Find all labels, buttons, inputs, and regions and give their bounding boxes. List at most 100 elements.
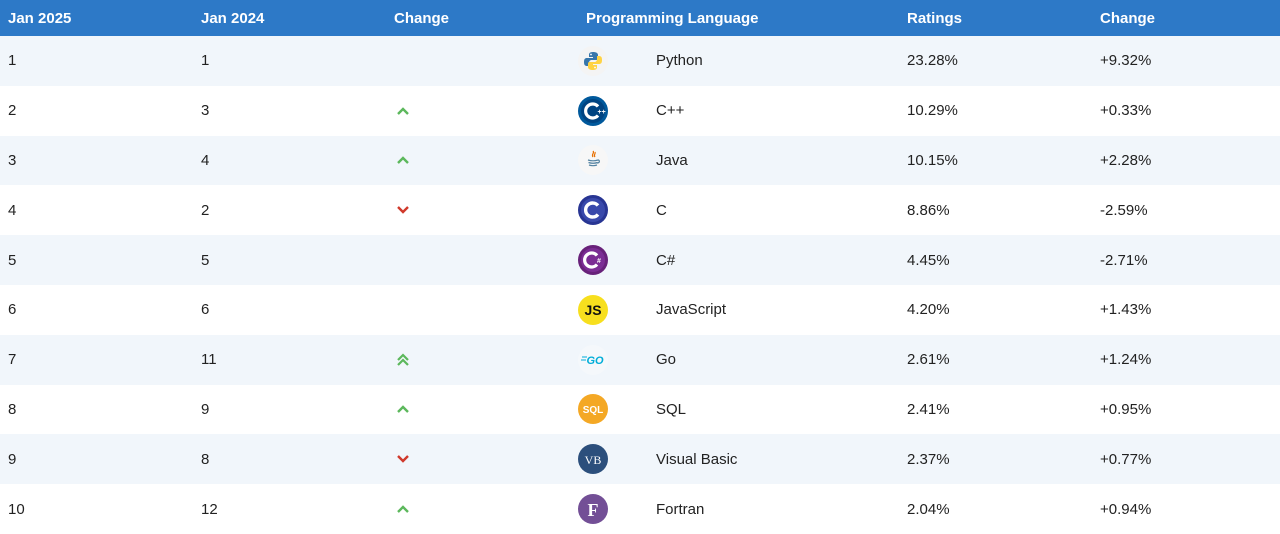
col-header-change[interactable]: Change <box>386 0 578 36</box>
rank-current: 1 <box>8 52 17 70</box>
csharp-logo-icon: # <box>578 245 608 276</box>
svg-text:SQL: SQL <box>583 405 604 416</box>
rank-current: 7 <box>8 351 17 369</box>
c-logo-icon <box>578 195 608 226</box>
language-name[interactable]: Java <box>656 151 688 169</box>
rank-previous: 8 <box>201 450 210 468</box>
rating-change: -2.71% <box>1100 251 1148 269</box>
rating-change: +0.33% <box>1100 102 1152 120</box>
arrow-up-icon <box>394 106 578 116</box>
col-header-previous-rank[interactable]: Jan 2024 <box>193 0 386 36</box>
trend-cell <box>386 86 578 136</box>
language-cell: ++ C++ <box>578 86 899 136</box>
arrow-down-icon <box>394 454 578 464</box>
trend-cell <box>386 36 578 86</box>
svg-text:#: # <box>597 258 601 265</box>
rating-value: 2.37% <box>907 450 950 468</box>
table-row: 6 6 JS JavaScript 4.20% +1.43% <box>0 284 1280 335</box>
rank-current: 6 <box>8 301 17 319</box>
table-row: 3 4 Java 10.15% +2.28% <box>0 135 1280 186</box>
trend-cell <box>386 434 578 484</box>
language-name[interactable]: Python <box>656 52 703 70</box>
rating-change: +9.32% <box>1100 52 1152 70</box>
svg-text:VB: VB <box>585 453 602 467</box>
language-cell: Python <box>578 36 899 86</box>
rank-previous: 9 <box>201 400 210 418</box>
col-header-language[interactable]: Programming Language <box>578 0 899 36</box>
language-name[interactable]: Visual Basic <box>656 450 738 468</box>
language-cell: F Fortran <box>578 484 899 534</box>
rating-value: 2.04% <box>907 500 950 518</box>
svg-text:JS: JS <box>584 302 601 318</box>
rank-previous: 2 <box>201 201 210 219</box>
svg-text:++: ++ <box>598 109 606 116</box>
arrow-up-icon <box>394 155 578 165</box>
sql-logo-icon: SQL <box>578 394 608 425</box>
language-cell: VB Visual Basic <box>578 434 899 484</box>
trend-cell <box>386 136 578 186</box>
rank-previous: 4 <box>201 151 210 169</box>
rank-current: 9 <box>8 450 17 468</box>
svg-text:GO: GO <box>586 355 604 367</box>
language-name[interactable]: C <box>656 201 667 219</box>
rating-value: 10.29% <box>907 102 958 120</box>
rating-change: +1.24% <box>1100 351 1152 369</box>
rating-value: 8.86% <box>907 201 950 219</box>
language-name[interactable]: JavaScript <box>656 301 727 319</box>
language-cell: Java <box>578 136 899 186</box>
rank-previous: 11 <box>201 351 217 369</box>
arrow-up-icon <box>394 404 578 414</box>
rank-previous: 3 <box>201 102 210 120</box>
language-name[interactable]: Go <box>656 351 677 369</box>
rating-value: 2.41% <box>907 400 950 418</box>
table-row: 2 3 ++ C++ 10.29% +0.33% <box>0 85 1280 136</box>
rank-previous: 12 <box>201 500 218 518</box>
visual-basic-logo-icon: VB <box>578 444 608 475</box>
trend-cell <box>386 484 578 534</box>
language-name[interactable]: C++ <box>656 102 685 120</box>
python-logo-icon <box>578 45 608 76</box>
language-cell: SQL SQL <box>578 385 899 435</box>
go-logo-icon: GO <box>578 344 608 375</box>
cpp-logo-icon: ++ <box>578 95 608 126</box>
rank-current: 10 <box>8 500 25 518</box>
trend-cell <box>386 385 578 435</box>
col-header-current-rank[interactable]: Jan 2025 <box>0 0 193 36</box>
language-cell: # C# <box>578 235 899 285</box>
rating-change: +0.77% <box>1100 450 1152 468</box>
rating-value: 4.45% <box>907 251 950 269</box>
language-cell: JS JavaScript <box>578 285 899 335</box>
rank-current: 3 <box>8 151 17 169</box>
table-row: 7 11 GO Go 2.61% +1.24% <box>0 334 1280 385</box>
rating-value: 4.20% <box>907 301 950 319</box>
rating-value: 10.15% <box>907 151 958 169</box>
rating-change: +2.28% <box>1100 151 1152 169</box>
rank-current: 4 <box>8 201 17 219</box>
fortran-logo-icon: F <box>578 494 608 525</box>
rank-previous: 5 <box>201 251 210 269</box>
rank-previous: 1 <box>201 52 210 70</box>
trend-cell <box>386 285 578 335</box>
rank-current: 8 <box>8 400 17 418</box>
rank-previous: 6 <box>201 301 210 319</box>
language-cell: C <box>578 185 899 235</box>
col-header-ratings[interactable]: Ratings <box>899 0 1092 36</box>
language-name[interactable]: SQL <box>656 400 687 418</box>
table-row: 10 12 F Fortran 2.04% +0.94% <box>0 484 1280 534</box>
double-arrow-up-icon <box>394 353 578 367</box>
rating-value: 23.28% <box>907 52 958 70</box>
language-name[interactable]: C# <box>656 251 676 269</box>
table-row: 4 2 C 8.86% -2.59% <box>0 185 1280 236</box>
rating-change: +0.94% <box>1100 500 1152 518</box>
rating-change: +1.43% <box>1100 301 1152 319</box>
language-cell: GO Go <box>578 335 899 385</box>
java-logo-icon <box>578 145 608 176</box>
language-name[interactable]: Fortran <box>656 500 705 518</box>
arrow-down-icon <box>394 205 578 215</box>
rank-current: 2 <box>8 102 17 120</box>
javascript-logo-icon: JS <box>578 294 608 325</box>
table-row: 5 5 # C# 4.45% -2.71% <box>0 235 1280 285</box>
col-header-change-percent[interactable]: Change <box>1092 0 1280 36</box>
arrow-up-icon <box>394 504 578 514</box>
